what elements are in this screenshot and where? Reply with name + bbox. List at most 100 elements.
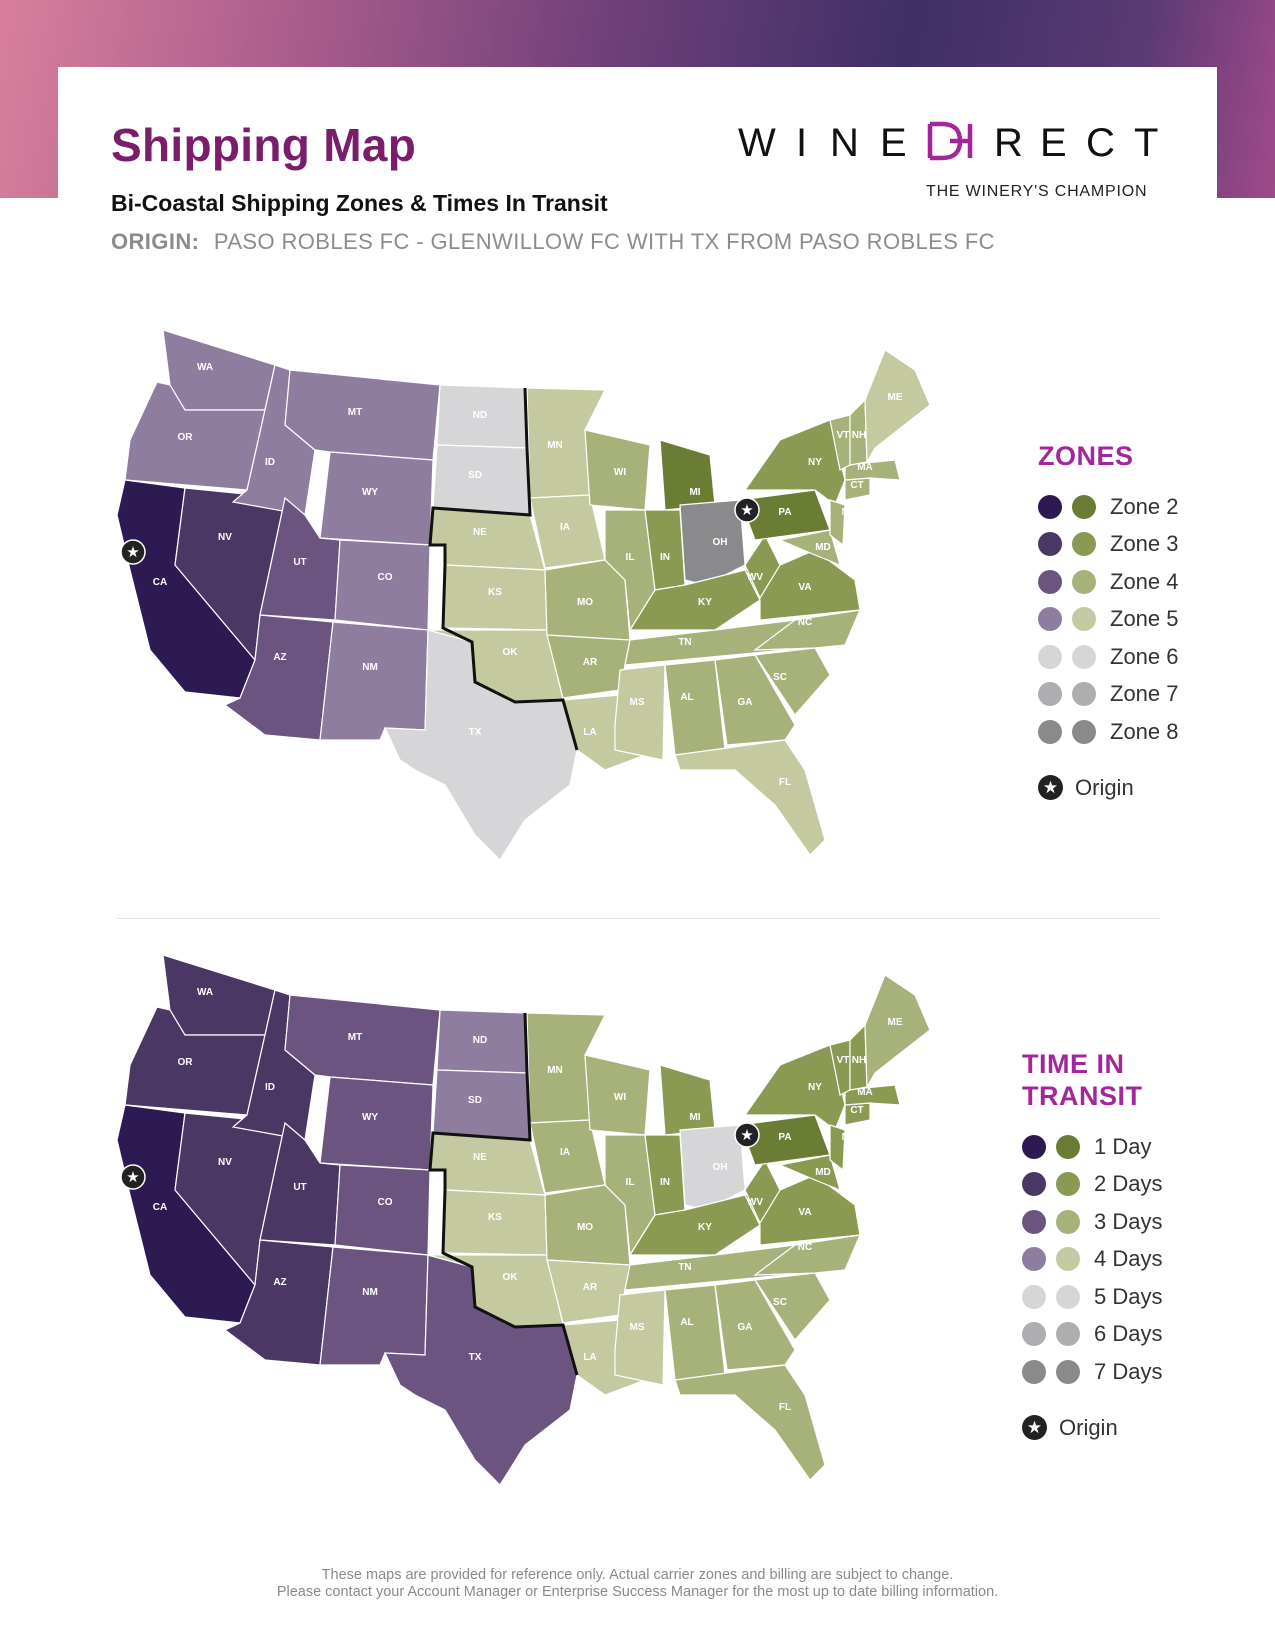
transit-legend-title: TIME IN TRANSIT [1022,1049,1143,1111]
state-label-mn: MN [547,1065,563,1076]
legend-swatch-west [1022,1172,1046,1197]
svg-text:E: E [880,121,907,165]
state-nm [319,1246,429,1366]
legend-swatch-east [1072,532,1096,557]
state-label-wy: WY [362,1112,378,1123]
state-label-ia: IA [560,522,570,533]
state-label-mi: MI [689,1112,700,1123]
origin-star-icon: ★ [1022,1415,1047,1440]
transit-map: WA OR CA NV ID MT WY UT CO AZ NM ND SD TX NE KS OK MN IA MO… [116,954,931,1486]
page-subtitle: Bi-Coastal Shipping Zones & Times In Tra… [111,190,608,216]
state-label-ok: OK [503,647,519,658]
legend-row: 4 Days [1022,1241,1162,1279]
state-wy [319,451,434,546]
legend-origin: ★ Origin [1022,1415,1162,1441]
state-label-ks: KS [488,1212,502,1223]
legend-swatch-west [1022,1322,1046,1347]
state-sc [753,647,831,716]
state-ma [844,459,901,481]
state-wv [744,533,781,600]
origin-text: PASO ROBLES FC - GLENWILLOW FC WITH TX F… [213,229,995,254]
state-label-oh: OH [713,537,728,548]
legend-swatch-west [1038,644,1062,669]
svg-text:I: I [796,121,807,165]
state-co [334,539,431,631]
svg-text:C: C [1086,121,1115,165]
legend-swatch-east [1056,1172,1080,1197]
origin-star-icon: ★ [126,1168,139,1186]
legend-swatch-west [1022,1359,1046,1384]
legend-swatch-west [1038,607,1062,632]
state-label-il: IL [626,552,635,563]
state-label-fl: FL [779,777,791,788]
state-label-mo: MO [577,1222,593,1233]
network-boundary-line [428,387,579,751]
state-me [864,974,931,1090]
state-sc [753,1272,831,1341]
legend-row: Zone 5 [1038,601,1179,639]
legend-row: 3 Days [1022,1203,1162,1241]
state-label-ny: NY [808,1082,822,1093]
state-ne [429,507,546,571]
legend-swatch-east [1072,494,1096,519]
state-label-tn: TN [678,1262,691,1273]
state-al [664,659,726,756]
state-label-vt: VT [837,430,850,441]
state-mi [659,439,716,511]
state-label-ct: CT [850,1105,863,1116]
state-label-ms: MS [630,697,645,708]
legend-swatch-east [1072,644,1096,669]
state-label-id: ID [265,457,275,468]
origin-label: ORIGIN: [111,229,200,254]
state-label-ma: MA [857,1087,873,1098]
legend-label: 6 Days [1094,1321,1163,1347]
state-label-ut: UT [293,557,306,568]
state-label-ky: KY [698,1222,712,1233]
transit-legend: TIME IN TRANSIT 1 Day 2 Days 3 Days 4 Days 5… [1022,1048,1162,1441]
state-label-vt: VT [837,1055,850,1066]
legend-swatch-east [1056,1359,1080,1384]
state-label-nh: NH [852,1055,866,1066]
legend-swatch-east [1056,1247,1080,1272]
disclaimer: These maps are provided for reference on… [0,1567,1275,1601]
legend-label: Zone 4 [1110,568,1179,594]
legend-label: 1 Day [1094,1133,1152,1159]
section-divider [116,918,1160,919]
state-label-ga: GA [738,697,753,708]
legend-swatch-east [1072,607,1096,632]
origin-marker-ca [120,1164,146,1190]
legend-swatch-west [1038,532,1062,557]
origin-star-icon: ★ [740,501,753,519]
origin-marker-oh [734,497,760,523]
state-nc [753,1234,861,1276]
state-label-sd: SD [468,470,482,481]
state-label-wa: WA [197,987,213,998]
legend-swatch-east [1072,569,1096,594]
state-label-al: AL [680,1317,693,1328]
state-ga [714,654,796,746]
state-label-va: VA [798,1207,811,1218]
zones-legend-title: ZONES [1038,441,1134,471]
state-wv [744,1158,781,1225]
state-md [777,1154,841,1192]
state-ne [429,1132,546,1196]
legend-swatch-east [1056,1322,1080,1347]
legend-row: 6 Days [1022,1316,1162,1354]
page-sheet [58,67,1217,1650]
origin-line: ORIGIN: PASO ROBLES FC - GLENWILLOW FC W… [111,229,995,255]
legend-swatch-west [1022,1134,1046,1159]
state-label-wy: WY [362,487,378,498]
legend-swatch-east [1056,1134,1080,1159]
legend-origin-label: Origin [1075,774,1134,800]
svg-text:N: N [830,121,859,165]
state-label-mt: MT [348,1032,362,1043]
state-label-nd: ND [473,1035,487,1046]
state-label-co: CO [378,572,393,583]
state-me [864,349,931,465]
state-label-la: LA [583,727,596,738]
state-label-in: IN [660,1177,670,1188]
state-wa [162,954,276,1036]
legend-label: Zone 7 [1110,681,1179,707]
legend-swatch-west [1022,1209,1046,1234]
state-label-ok: OK [503,1272,519,1283]
